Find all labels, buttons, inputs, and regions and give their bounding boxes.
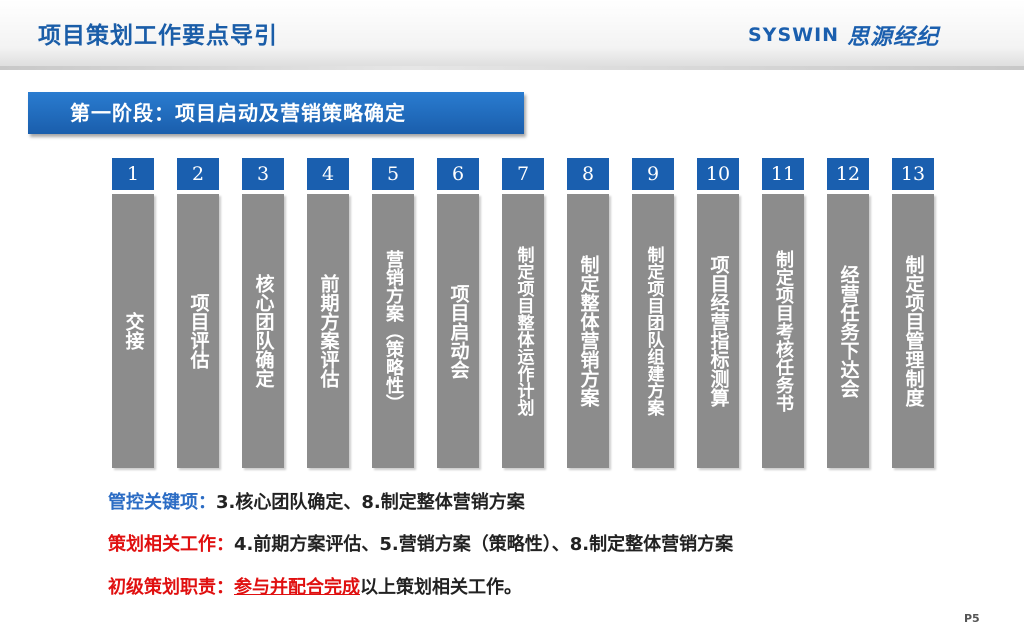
company-logo: SYSWIN 思源经纪 <box>748 18 939 52</box>
step-5: 5 营销方案（策略性） <box>372 158 414 470</box>
step-12: 12 经营任务下达会 <box>827 158 869 470</box>
step-label: 项目经营指标测算 <box>707 255 730 407</box>
key-items-text: 3.核心团队确定、8.制定整体营销方案 <box>216 492 525 513</box>
slide-header <box>0 0 1024 68</box>
logo-chinese-text: 思源经纪 <box>847 24 940 50</box>
step-label: 制定项目团队组建方案 <box>643 246 664 416</box>
step-label: 交接 <box>122 312 145 350</box>
related-work-text: 4.前期方案评估、5.营销方案（策略性）、8.制定整体营销方案 <box>234 534 734 555</box>
step-number: 9 <box>632 158 674 190</box>
step-box: 制定项目团队组建方案 <box>632 194 674 468</box>
step-label: 制定项目考核任务书 <box>773 250 794 412</box>
step-11: 11 制定项目考核任务书 <box>762 158 804 470</box>
junior-duty-line: 初级策划职责：参与并配合完成以上策划相关工作。 <box>108 573 522 599</box>
step-3: 3 核心团队确定 <box>242 158 284 470</box>
step-number: 10 <box>697 158 739 190</box>
step-number: 2 <box>177 158 219 190</box>
step-number: 3 <box>242 158 284 190</box>
step-number: 1 <box>112 158 154 190</box>
step-7: 7 制定项目整体运作计划 <box>502 158 544 470</box>
step-label: 项目评估 <box>187 293 210 369</box>
step-number: 5 <box>372 158 414 190</box>
step-number: 13 <box>892 158 934 190</box>
step-1: 1 交接 <box>112 158 154 470</box>
step-10: 10 项目经营指标测算 <box>697 158 739 470</box>
junior-duty-emphasis: 参与并配合完成 <box>234 577 360 598</box>
header-divider <box>0 66 1024 70</box>
step-label: 经营任务下达会 <box>837 264 860 398</box>
step-box: 交接 <box>112 194 154 468</box>
step-label: 制定项目管理制度 <box>902 255 925 407</box>
step-box: 项目启动会 <box>437 194 479 468</box>
step-box: 项目经营指标测算 <box>697 194 739 468</box>
key-items-line: 管控关键项：3.核心团队确定、8.制定整体营销方案 <box>108 488 525 514</box>
logo-latin-text: SYSWIN <box>748 24 840 46</box>
step-box: 核心团队确定 <box>242 194 284 468</box>
junior-duty-label: 初级策划职责： <box>108 577 234 598</box>
step-8: 8 制定整体营销方案 <box>567 158 609 470</box>
step-box: 前期方案评估 <box>307 194 349 468</box>
step-number: 4 <box>307 158 349 190</box>
page-title: 项目策划工作要点导引 <box>38 23 278 49</box>
junior-duty-text: 以上策划相关工作。 <box>360 577 522 598</box>
related-work-label: 策划相关工作： <box>108 534 234 555</box>
step-box: 制定项目考核任务书 <box>762 194 804 468</box>
step-label: 制定项目整体运作计划 <box>513 246 534 416</box>
step-box: 经营任务下达会 <box>827 194 869 468</box>
stage-label: 第一阶段：项目启动及营销策略确定 <box>70 101 406 125</box>
step-number: 11 <box>762 158 804 190</box>
step-sequence: 1 交接 2 项目评估 3 核心团队确定 4 前期方案评估 5 营销方案（策略性） 6 项目启动会 7 制… <box>112 158 942 470</box>
step-2: 2 项目评估 <box>177 158 219 470</box>
page-number: P5 <box>964 612 980 625</box>
step-box: 制定整体营销方案 <box>567 194 609 468</box>
step-4: 4 前期方案评估 <box>307 158 349 470</box>
step-label: 前期方案评估 <box>317 274 340 388</box>
step-label: 制定整体营销方案 <box>577 255 600 407</box>
step-9: 9 制定项目团队组建方案 <box>632 158 674 470</box>
step-13: 13 制定项目管理制度 <box>892 158 934 470</box>
step-number: 6 <box>437 158 479 190</box>
step-number: 8 <box>567 158 609 190</box>
step-label: 营销方案（策略性） <box>383 250 404 412</box>
step-box: 项目评估 <box>177 194 219 468</box>
key-items-label: 管控关键项： <box>108 492 216 513</box>
related-work-line: 策划相关工作：4.前期方案评估、5.营销方案（策略性）、8.制定整体营销方案 <box>108 530 733 556</box>
step-label: 项目启动会 <box>447 283 470 379</box>
step-box: 制定项目整体运作计划 <box>502 194 544 468</box>
step-6: 6 项目启动会 <box>437 158 479 470</box>
step-number: 12 <box>827 158 869 190</box>
stage-banner: 第一阶段：项目启动及营销策略确定 <box>28 92 524 134</box>
step-box: 营销方案（策略性） <box>372 194 414 468</box>
step-label: 核心团队确定 <box>252 274 275 388</box>
step-number: 7 <box>502 158 544 190</box>
step-box: 制定项目管理制度 <box>892 194 934 468</box>
